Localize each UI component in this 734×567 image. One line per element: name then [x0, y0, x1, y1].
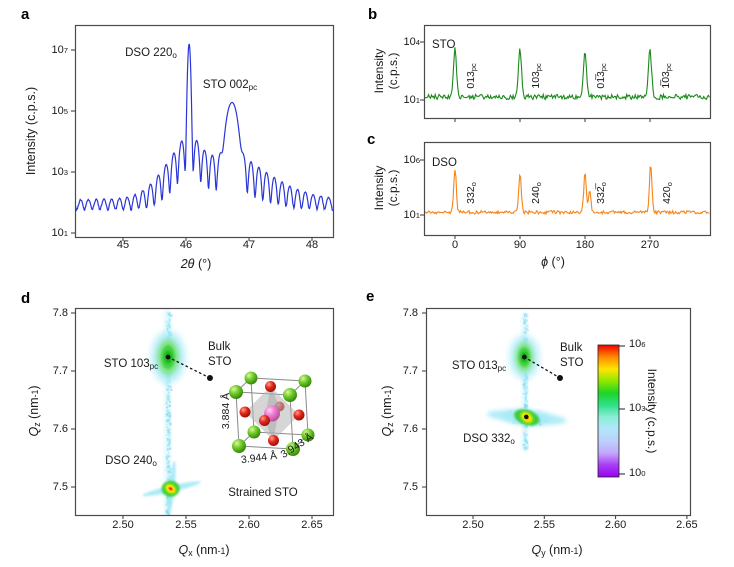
b-y-axis-label: Intensity (c.p.s.)	[372, 48, 400, 94]
e-x-tick-label: 2.60	[604, 519, 627, 531]
c-sample-label: DSO	[432, 157, 457, 169]
b-phi-curve	[424, 47, 710, 102]
panel-label-e: e	[366, 288, 375, 305]
e-y-tick-label: 7.8	[402, 307, 418, 319]
d-y-tick-label: 7.8	[52, 307, 68, 319]
c-y-tick-label: 101	[403, 209, 420, 221]
a-x-tick-label: 48	[305, 239, 319, 251]
d-y-tick-label: 7.7	[52, 365, 68, 377]
b-peak-label: 01̅3pc	[594, 63, 609, 89]
a-y-tick-label: 105	[51, 105, 68, 117]
e-plot-frame	[425, 307, 692, 517]
a-x-axis-label: 2θ (°)	[180, 257, 212, 271]
a-x-tick-label: 47	[242, 239, 256, 251]
b-sample-label: STO	[432, 39, 456, 51]
e-rsm-layer	[486, 313, 567, 452]
a-peak-annotation: DSO 220o	[125, 47, 177, 61]
a-peak-annotation: STO 002pc	[202, 79, 258, 93]
c-peak-label: 240o	[529, 182, 544, 204]
c-phi-curve	[424, 166, 710, 216]
e-x-tick-label: 2.50	[462, 519, 484, 531]
d-x-axis-label: Qx (nm-1)	[178, 543, 230, 559]
colorbar-tick-label: 103	[629, 402, 646, 414]
d-y-axis-label: Qz (nm-1)	[27, 385, 43, 437]
e-dso-annotation: DSO 332o	[463, 433, 515, 447]
b-plot-frame	[423, 24, 712, 120]
c-plot-frame	[423, 141, 712, 237]
d-y-tick-label: 7.6	[52, 423, 68, 435]
e-sto-marker-dot	[521, 354, 527, 360]
d-y-tick-label: 7.5	[52, 481, 68, 493]
panel-label-b: b	[368, 6, 378, 23]
b-y-tick-label: 104	[403, 36, 420, 48]
d-plot-frame	[74, 307, 335, 517]
c-x-axis-label: ϕ (°)	[541, 255, 565, 269]
c-peak-label: 332o	[465, 182, 479, 204]
panel-label-a: a	[21, 6, 30, 23]
e-x-tick-label: 2.65	[676, 519, 698, 531]
colorbar	[597, 344, 620, 478]
a-y-axis-label: Intensity (c.p.s.)	[24, 86, 38, 176]
d-bulk-sto-marker-dot	[206, 374, 213, 381]
e-y-tick-label: 7.7	[402, 365, 418, 377]
d-sto-marker-dot	[165, 354, 171, 360]
panel-label-d: d	[21, 290, 31, 307]
a-y-tick-label: 103	[51, 166, 68, 178]
d-unit-cell-inset	[229, 371, 315, 456]
e-bulk-guide-line	[523, 356, 561, 379]
a-y-tick-label: 101	[51, 227, 68, 239]
colorbar-tick-label: 106	[629, 338, 646, 350]
d-x-tick-label: 2.65	[301, 519, 323, 531]
e-x-tick-label: 2.55	[533, 519, 556, 531]
d-inset-lattice-c: 3.884 Å	[220, 392, 232, 430]
c-x-tick-label: 180	[575, 239, 595, 251]
e-x-axis-label: Qy (nm-1)	[531, 543, 583, 559]
c-peak-label: 420o	[660, 182, 674, 204]
panel-label-c: c	[367, 131, 376, 148]
d-x-tick-label: 2.55	[175, 519, 197, 531]
c-y-tick-label: 106	[403, 154, 420, 166]
c-y-axis-label: Intensity (c.p.s.)	[372, 165, 400, 211]
b-y-tick-label: 101	[403, 94, 420, 106]
d-dso-annotation: DSO 240o	[105, 455, 157, 469]
a-xrd-curve	[75, 43, 333, 212]
b-peak-label: 103pc	[529, 63, 544, 89]
d-x-tick-label: 2.60	[238, 519, 260, 531]
d-inset-caption: Strained STO	[228, 487, 298, 499]
b-peak-label: 013pc	[465, 63, 479, 89]
colorbar-tick-label: 100	[629, 467, 646, 479]
e-y-axis-label: Qz (nm-1)	[380, 385, 396, 437]
d-rsm-layer	[142, 310, 201, 515]
c-x-tick-label: 90	[513, 239, 527, 251]
e-dso-marker-dot	[523, 414, 529, 420]
c-x-tick-label: 0	[451, 239, 459, 251]
a-x-tick-label: 45	[116, 239, 130, 251]
colorbar-axis-label: Intensity (c.p.s.)	[645, 368, 659, 454]
c-x-tick-label: 270	[640, 239, 660, 251]
a-x-tick-label: 46	[179, 239, 193, 251]
b-peak-label: 1̅03pc	[659, 63, 674, 89]
d-sto-annotation: STO 103pc	[103, 358, 159, 372]
a-y-tick-label: 107	[51, 44, 68, 56]
e-bulk-sto-marker-dot	[556, 374, 563, 381]
e-sto-annotation: STO 013pc	[451, 360, 507, 374]
d-x-tick-label: 2.50	[112, 519, 134, 531]
d-bulk-sto-annotation: Bulk STO	[208, 341, 232, 368]
e-y-tick-label: 7.5	[402, 481, 418, 493]
c-peak-label: 332̅o	[594, 182, 609, 204]
e-y-tick-label: 7.6	[402, 423, 418, 435]
e-bulk-sto-annotation: Bulk STO	[560, 342, 584, 369]
a-plot-frame	[74, 24, 335, 239]
